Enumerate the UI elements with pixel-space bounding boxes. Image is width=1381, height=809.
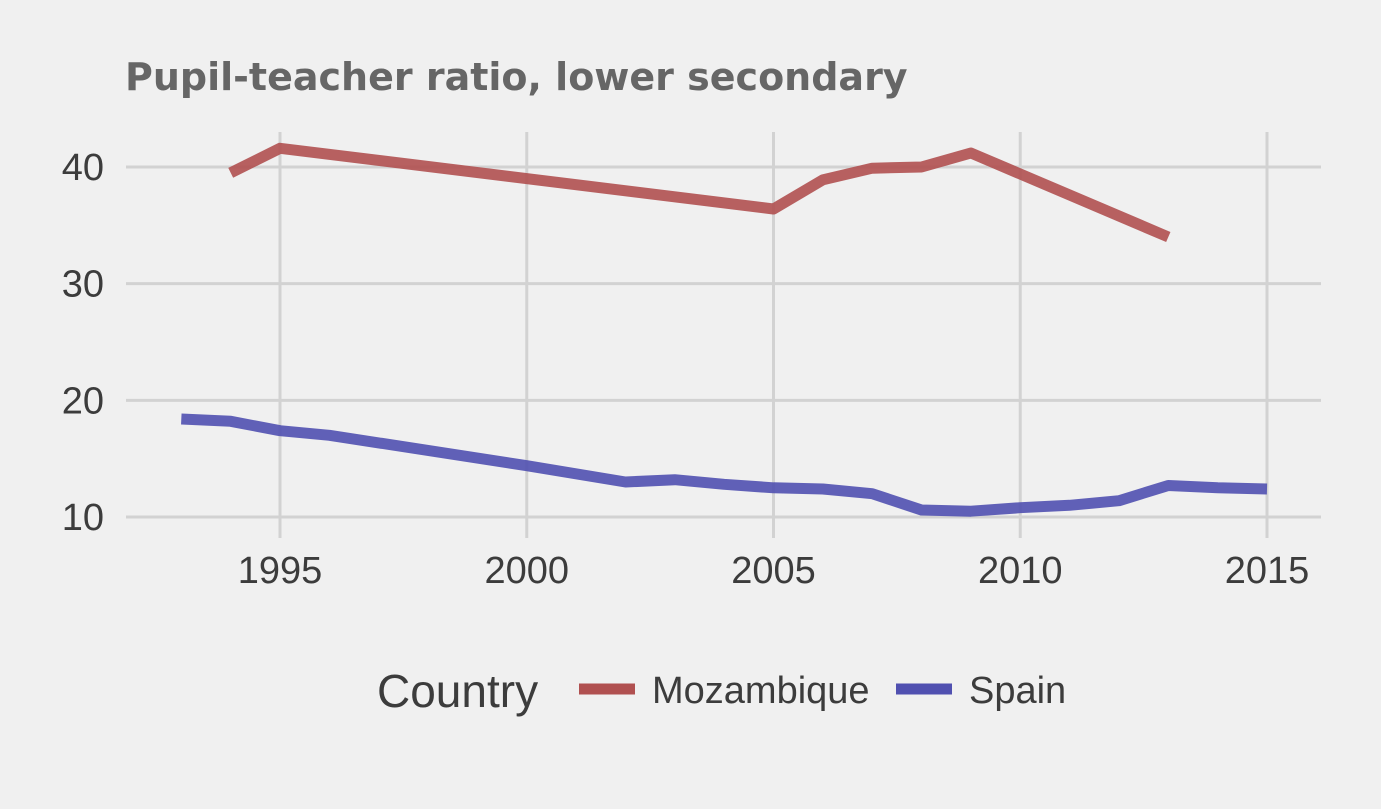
x-axis-ticks: 1995 2000 2005 2010 2015 (238, 550, 1310, 592)
y-tick-label: 30 (62, 264, 104, 306)
x-tick-label: 2000 (484, 550, 569, 592)
series-line-mozambique (228, 142, 1171, 243)
y-tick-label: 40 (62, 147, 104, 189)
y-tick-label: 10 (62, 497, 104, 539)
legend-title: Country (377, 665, 538, 717)
legend-label-spain: Spain (969, 670, 1066, 712)
y-axis-ticks: 10 20 30 40 (62, 147, 104, 539)
legend-label-mozambique: Mozambique (652, 670, 870, 712)
legend: Country Mozambique Spain (377, 665, 1066, 717)
x-tick-label: 2010 (978, 550, 1063, 592)
grid (126, 132, 1321, 538)
series-line-spain (181, 413, 1268, 517)
chart-title: Pupil-teacher ratio, lower secondary (125, 55, 908, 99)
series-lines (181, 142, 1268, 517)
y-tick-label: 20 (62, 380, 104, 422)
x-tick-label: 2015 (1225, 550, 1310, 592)
x-tick-label: 1995 (238, 550, 323, 592)
x-tick-label: 2005 (731, 550, 816, 592)
